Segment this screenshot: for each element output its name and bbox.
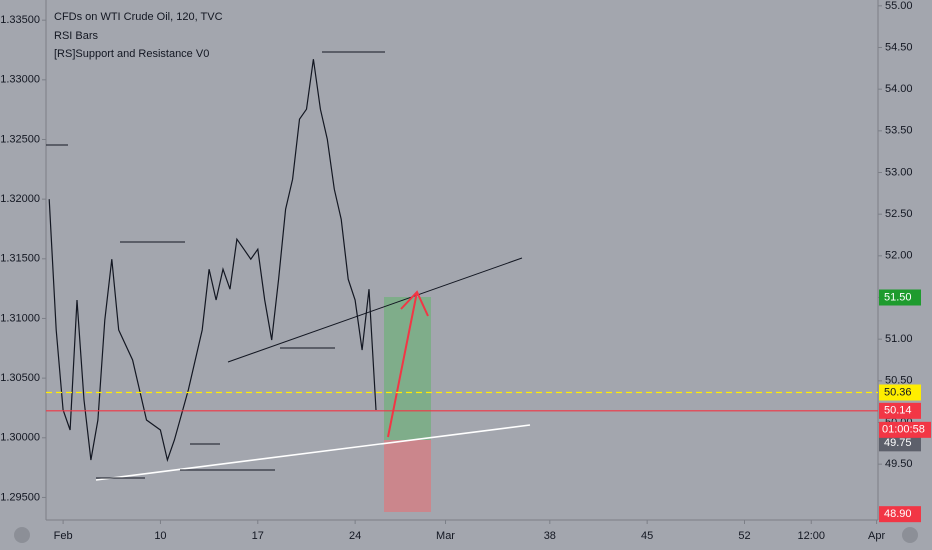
- arrow-head: [400, 290, 429, 317]
- y-tick-label: 1.30000: [0, 432, 40, 444]
- indicator-label: RSI Bars: [54, 30, 99, 42]
- price-tag-label: 50.36: [884, 386, 912, 398]
- countdown-label: 01:00:58: [882, 424, 925, 436]
- x-tick-label: 10: [154, 530, 166, 542]
- y-tick-label: 1.33500: [0, 14, 40, 26]
- support-trendline: [95, 424, 531, 481]
- price-tag-label: 51.50: [884, 291, 912, 303]
- drawings: [46, 51, 531, 512]
- loss-zone: [384, 440, 431, 512]
- y-tick-label: 1.33000: [0, 74, 40, 86]
- price-tag: [879, 402, 921, 419]
- price-tag: [879, 435, 921, 452]
- y-tick-label: 1.29500: [0, 491, 40, 503]
- sr-levels: [46, 51, 385, 479]
- x-tick-label: 17: [252, 530, 264, 542]
- y-tick-label: 1.32500: [0, 133, 40, 145]
- chart-title: CFDs on WTI Crude Oil, 120, TVC: [54, 11, 223, 23]
- price-tag: [879, 506, 921, 523]
- x-tick-label: Apr: [868, 530, 885, 542]
- y-tick-label: 1.31000: [0, 312, 40, 324]
- settings-icon[interactable]: [14, 527, 30, 543]
- y2-tick-label: 54.00: [885, 83, 913, 95]
- y2-tick-label: 52.00: [885, 250, 913, 262]
- indicator-label: [RS]Support and Resistance V0: [54, 48, 209, 60]
- x-tick-label: Mar: [436, 530, 455, 542]
- y2-tick-label: 53.00: [885, 166, 913, 178]
- x-tick-label: 12:00: [797, 530, 825, 542]
- y-tick-label: 1.31500: [0, 253, 40, 265]
- price-line: [48, 59, 377, 463]
- x-tick-label: 38: [544, 530, 556, 542]
- y2-tick-label: 55.00: [885, 0, 913, 12]
- y-tick-label: 1.32000: [0, 193, 40, 205]
- x-tick-label: 24: [349, 530, 361, 542]
- arrow-shaft: [387, 291, 418, 438]
- y2-tick-label: 52.50: [885, 208, 913, 220]
- price-tag: [879, 384, 921, 401]
- price-tag-label: 50.14: [884, 405, 912, 417]
- y2-tick-label: 51.00: [885, 333, 913, 345]
- x-tick-label: 45: [641, 530, 653, 542]
- y2-tick-label: 50.50: [885, 375, 913, 387]
- x-tick-label: 52: [738, 530, 750, 542]
- scale-icon[interactable]: [902, 527, 918, 543]
- x-tick-label: Feb: [54, 530, 73, 542]
- y2-tick-label: 49.50: [885, 458, 913, 470]
- countdown-tag: [879, 421, 931, 438]
- price-tag: [879, 289, 921, 306]
- price-tag-label: 48.90: [884, 508, 912, 520]
- resistance-trendline: [227, 257, 523, 363]
- y-tick-label: 1.30500: [0, 372, 40, 384]
- y2-tick-label: 53.50: [885, 125, 913, 137]
- y2-tick-label: 54.50: [885, 41, 913, 53]
- price-tag-label: 49.75: [884, 437, 912, 449]
